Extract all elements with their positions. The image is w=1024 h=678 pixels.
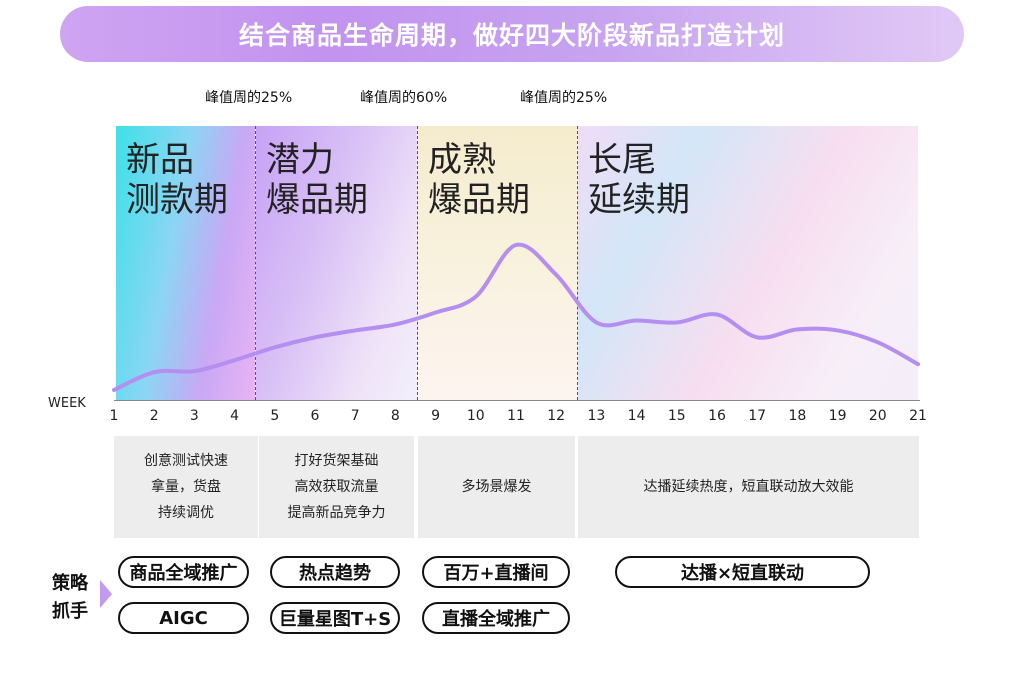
pill-xingtu: 巨量星图T+S: [270, 602, 400, 634]
x-tick-label: 7: [350, 408, 360, 424]
pill-aigc: AIGC: [118, 602, 249, 634]
x-axis-line: [114, 400, 920, 401]
strategy-box-3: 多场景爆发: [418, 436, 575, 538]
strategy-text: 创意测试快速 拿量，货盘 持续调优: [144, 453, 228, 521]
pill-product-promotion: 商品全域推广: [118, 556, 249, 588]
pill-hot-trends: 热点趋势: [270, 556, 400, 588]
x-tick-label: 12: [547, 408, 566, 424]
x-tick-label: 8: [390, 408, 400, 424]
stage-zone-longtail: 长尾 延续期: [578, 126, 918, 400]
pill-live-promotion: 直播全域推广: [422, 602, 570, 634]
strategy-box-2: 打好货架基础 高效获取流量 提高新品竞争力: [259, 436, 414, 538]
stage-zone-potential: 潜力 爆品期: [256, 126, 417, 400]
x-tick-label: 20: [868, 408, 887, 424]
strategy-side-label: 策略 抓手: [52, 573, 88, 622]
strategy-text: 达播延续热度，短直联动放大效能: [643, 479, 854, 495]
strategy-box-4: 达播延续热度，短直联动放大效能: [578, 436, 919, 538]
stage-divider: [417, 126, 418, 400]
x-tick-label: 15: [667, 408, 686, 424]
x-tick-label: 10: [466, 408, 485, 424]
x-axis-label: WEEK: [48, 396, 86, 411]
arrow-icon: [100, 580, 112, 608]
peak-label-3: 峰值周的25%: [520, 90, 608, 106]
x-tick-label: 13: [587, 408, 606, 424]
x-tick-label: 5: [270, 408, 280, 424]
stage-title: 潜力 爆品期: [266, 140, 368, 220]
x-tick-label: 11: [507, 408, 525, 424]
stage-title: 成熟 爆品期: [428, 140, 530, 220]
strategy-text: 打好货架基础 高效获取流量 提高新品竞争力: [287, 453, 386, 521]
x-tick-label: 3: [189, 408, 199, 424]
x-tick-label: 9: [431, 408, 441, 424]
strategy-box-1: 创意测试快速 拿量，货盘 持续调优: [114, 436, 258, 538]
x-tick-label: 1: [109, 408, 119, 424]
title-banner: 结合商品生命周期，做好四大阶段新品打造计划: [60, 6, 964, 62]
x-tick-label: 19: [828, 408, 847, 424]
x-tick-label: 21: [909, 408, 927, 424]
stage-divider: [577, 126, 578, 400]
x-tick-label: 17: [748, 408, 767, 424]
x-tick-label: 2: [149, 408, 159, 424]
x-tick-label: 14: [627, 408, 646, 424]
x-tick-label: 4: [230, 408, 240, 424]
stage-title: 新品 测款期: [126, 140, 228, 220]
stage-title: 长尾 延续期: [588, 140, 690, 220]
stage-zone-mature: 成熟 爆品期: [418, 126, 577, 400]
stage-divider: [255, 126, 256, 400]
strategy-text: 多场景爆发: [461, 479, 532, 495]
x-tick-label: 16: [708, 408, 726, 424]
x-tick-label: 6: [310, 408, 320, 424]
peak-label-1: 峰值周的25%: [205, 90, 293, 106]
pill-million-live: 百万+直播间: [422, 556, 570, 588]
x-tick-label: 18: [788, 408, 807, 424]
pill-influencer-linkage: 达播×短直联动: [615, 556, 870, 588]
page-title: 结合商品生命周期，做好四大阶段新品打造计划: [238, 21, 785, 50]
peak-label-2: 峰值周的60%: [360, 90, 448, 106]
stage-zone-test: 新品 测款期: [116, 126, 255, 400]
